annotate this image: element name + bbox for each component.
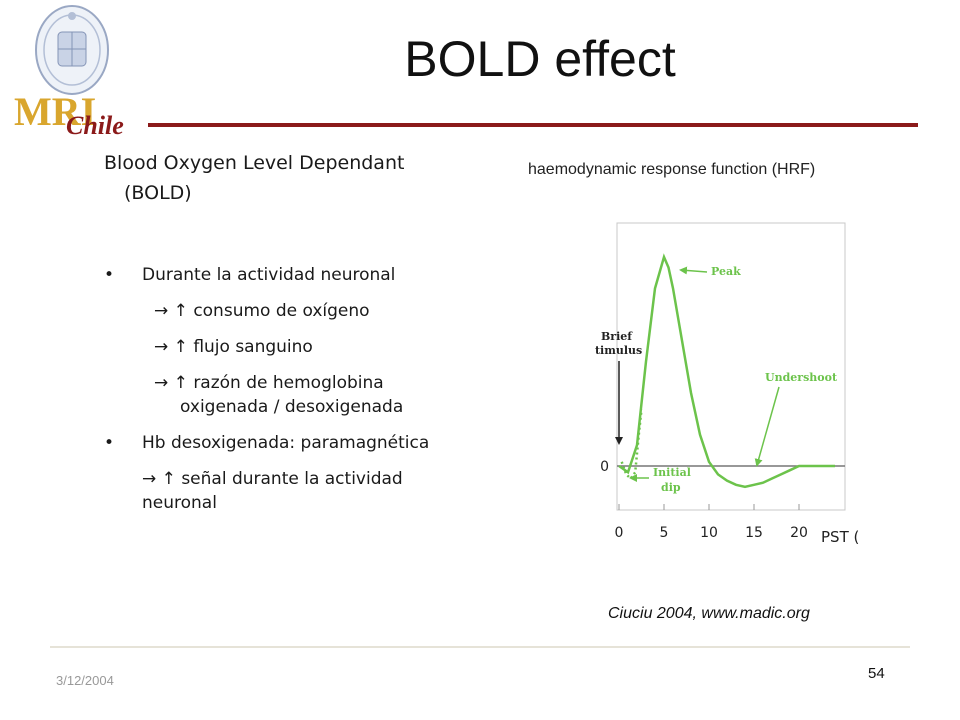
undershoot-arrow <box>754 386 780 467</box>
list-item: → ↑ consumo de oxígeno <box>104 299 504 323</box>
intro-text: Blood Oxygen Level Dependant (BOLD) <box>104 148 484 208</box>
list-item: → ↑ señal durante la actividad neuronal <box>104 467 504 515</box>
list-item: → ↑ razón de hemoglobina oxigenada / des… <box>104 371 504 419</box>
series-line-dotted <box>620 409 643 481</box>
page-title: BOLD effect <box>404 31 676 87</box>
series-line-solid <box>618 253 835 489</box>
bullet-dot: • <box>104 265 115 285</box>
arrow-up-icon: → ↑ <box>142 469 176 489</box>
footer-date: 3/12/2004 <box>56 673 114 688</box>
list-item-text: consumo de oxígeno <box>193 301 370 321</box>
list-item: • Durante la actividad neuronal <box>104 263 504 287</box>
list-item-text: razón de hemoglobina <box>193 373 384 393</box>
source-citation: Ciuciu 2004, www.madic.org <box>608 605 810 622</box>
annotation-initial: Initial <box>653 466 691 479</box>
annotation-undershoot: Undershoot <box>765 371 838 384</box>
list-item-text: señal durante la actividad <box>181 469 403 489</box>
mri-chile-logo: MRI Chile <box>14 5 124 137</box>
arrow-up-icon: → ↑ <box>154 373 188 393</box>
university-crest-icon <box>35 5 109 95</box>
x-tick-label: 10 <box>700 525 718 541</box>
annotation-stimulus: Stimulus <box>595 344 642 357</box>
x-tick-label: 5 <box>660 525 669 541</box>
list-item-continuation: oxigenada / desoxigenada <box>180 397 404 417</box>
list-item-text: Hb desoxigenada: paramagnética <box>142 433 430 453</box>
title-divider <box>148 123 918 127</box>
bullet-dot: • <box>104 433 115 453</box>
list-item-text: Durante la actividad neuronal <box>142 265 396 285</box>
list-item-continuation: neuronal <box>142 493 217 513</box>
annotation-peak: Peak <box>711 265 741 278</box>
footer-divider <box>50 646 910 648</box>
arrow-up-icon: → ↑ <box>154 337 188 357</box>
x-tick-label: 20 <box>790 525 808 541</box>
y-tick-label: 0 <box>600 459 609 475</box>
peak-arrow <box>679 266 708 275</box>
logo-mri-text: MRI <box>14 89 96 134</box>
list-item: • Hb desoxigenada: paramagnética <box>104 431 504 455</box>
list-item-text: flujo sanguino <box>193 337 313 357</box>
page-number: 54 <box>868 665 885 682</box>
bullet-list: • Durante la actividad neuronal → ↑ cons… <box>104 263 504 527</box>
plot-frame <box>616 222 846 511</box>
hrf-title: haemodynamic response function (HRF) <box>528 161 816 178</box>
arrow-up-icon: → ↑ <box>154 301 188 321</box>
intro-line-2: (BOLD) <box>124 182 192 204</box>
intro-line-1: Blood Oxygen Level Dependant <box>104 152 405 174</box>
hrf-chart: 0 5 10 15 20 0 Peak Brief Stimulus Undershoo… <box>595 222 860 546</box>
list-item: → ↑ flujo sanguino <box>104 335 504 359</box>
annotation-brief: Brief <box>601 330 633 343</box>
x-tick-label: 0 <box>615 525 624 541</box>
annotation-dip: dip <box>661 481 681 494</box>
x-axis-label: PST (s) <box>821 528 860 546</box>
x-tick-label: 15 <box>745 525 763 541</box>
logo-chile-text: Chile <box>66 111 124 137</box>
